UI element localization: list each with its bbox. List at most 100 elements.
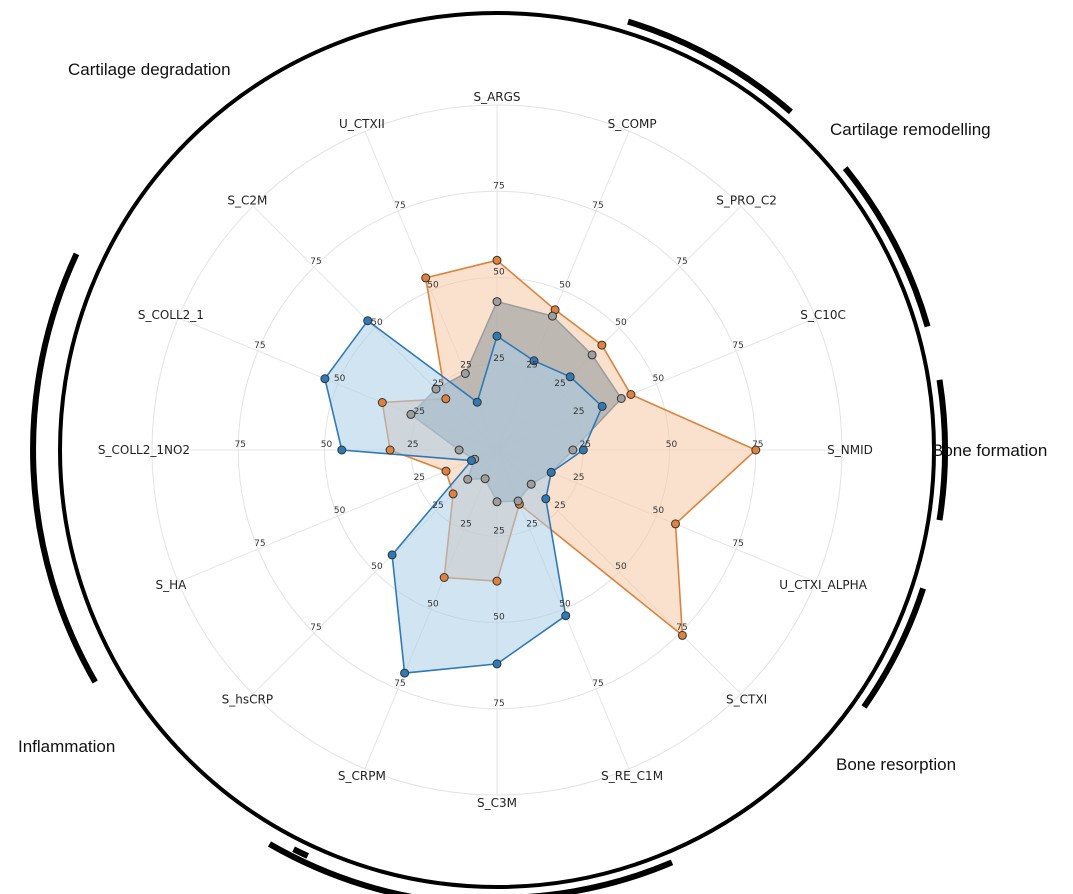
category-label-s-hscrp: S_hsCRP [222,693,273,707]
group-arc [861,587,926,709]
series-1-point [677,630,687,640]
group-arc [30,252,98,684]
series-2-point [616,394,626,403]
series-1-point [597,340,607,350]
series-3-point [492,331,502,341]
outer-circle [58,11,936,889]
radial-tick-label: 25 [573,473,584,483]
category-label-s-coll2-1: S_COLL2_1 [138,308,204,322]
series-1-point [377,398,387,407]
category-label-s-c3m: S_C3M [477,796,517,810]
radial-tick-label: 25 [554,501,565,511]
series-1-point [492,255,502,265]
group-arc [292,846,309,859]
radial-tick-label: 25 [432,501,443,511]
category-label-s-args: S_ARGS [473,90,520,104]
series-3-point [578,445,588,455]
group-label-bone-formation: Bone formation [932,441,1047,460]
radial-tick-label: 50 [666,440,678,450]
group-arc [267,841,413,894]
category-labels: S_ARGS S_COMP S_PRO_C2 S_C10C S_NMID U_CTXI_A… [98,90,873,810]
radial-tick-label: 75 [676,623,687,633]
radial-tick-label: 75 [676,257,687,267]
series-3-point [492,659,502,669]
radial-tick-label: 50 [371,562,383,572]
series-1-point [441,394,451,404]
series-2-point [492,297,502,307]
group-arc [526,859,674,894]
radial-tick-label: 50 [615,318,627,328]
group-label-bone-resorption: Bone resorption [836,755,956,774]
radial-tick-label: 50 [427,599,439,609]
series-3-point [541,494,551,504]
series-3-point [597,401,607,411]
radial-tick-label: 75 [254,341,265,351]
group-arc [842,166,931,328]
radial-tick-label: 50 [334,506,346,516]
series-2-point [526,479,536,489]
radial-tick-label: 50 [321,440,333,450]
radial-tick-label: 25 [414,473,425,483]
radial-tick-label: 50 [427,281,439,291]
radial-tick-label: 50 [371,318,383,328]
series-1-point [421,273,431,283]
group-arc [936,379,949,521]
radial-tick-label: 75 [394,201,405,211]
radial-tick-label: 75 [235,440,246,450]
radial-tick-label: 25 [554,379,565,389]
category-label-s-crpm: S_CRPM [338,769,386,783]
outer-ring [58,11,936,889]
series-2-point [431,384,441,394]
radial-tick-label: 75 [732,341,743,351]
group-label-cartilage-remodelling: Cartilage remodelling [830,120,991,139]
category-label-s-c2m: S_C2M [227,193,267,207]
radial-tick-label: 25 [407,440,418,450]
series-1-point [492,576,502,586]
series-2-point [492,497,502,507]
radial-tick-labels: 25 50 75 25 50 75 25 50 75 25 50 75 25 50 75 25 50 75 25 50… [235,181,764,708]
category-label-s-ha: S_HA [155,578,187,592]
radial-tick-label: 25 [414,407,425,417]
series-2-point [480,474,490,484]
series-2-point [587,350,597,360]
group-label-cartilage-degradation: Cartilage degradation [68,60,231,79]
series-1-point [448,489,458,499]
series-2-point [463,474,473,484]
series-3-point [472,397,482,407]
radial-tick-label: 75 [592,201,603,211]
radial-tick-label: 75 [254,539,265,549]
category-label-s-pro-c2: S_PRO_C2 [716,193,777,207]
radial-tick-label: 50 [653,374,665,384]
radial-tick-label: 25 [493,526,504,536]
radial-tick-label: 75 [732,539,743,549]
radial-tick-label: 25 [493,354,504,364]
radial-tick-label: 75 [310,257,321,267]
series-1-point [626,390,636,399]
radial-tick-label: 50 [334,374,346,384]
series-1-point [439,573,449,582]
radial-tick-label: 25 [432,379,443,389]
series-2-point [548,311,557,321]
radial-tick-label: 25 [580,440,591,450]
radial-tick-label: 50 [653,506,665,516]
series-2-point [406,409,416,419]
category-label-u-ctxii: U_CTXII [339,117,385,131]
series-3-point [546,467,556,477]
series-1-point [441,466,451,476]
series-3-point [467,456,476,466]
radar-series [320,255,761,678]
group-label-inflammation: Inflammation [18,737,115,756]
series-3-point [565,372,575,382]
series-2-point [568,445,578,455]
category-label-s-c10c: S_C10C [800,308,846,322]
radial-tick-label: 50 [559,599,571,609]
series-3-point [337,445,347,455]
group-arcs [30,18,949,894]
series-1-point [671,519,680,529]
series-3-point [320,374,330,384]
radial-tick-label: 50 [493,268,505,278]
series-3-point [561,611,571,621]
radial-tick-label: 25 [573,407,584,417]
series-3-point [529,356,539,366]
